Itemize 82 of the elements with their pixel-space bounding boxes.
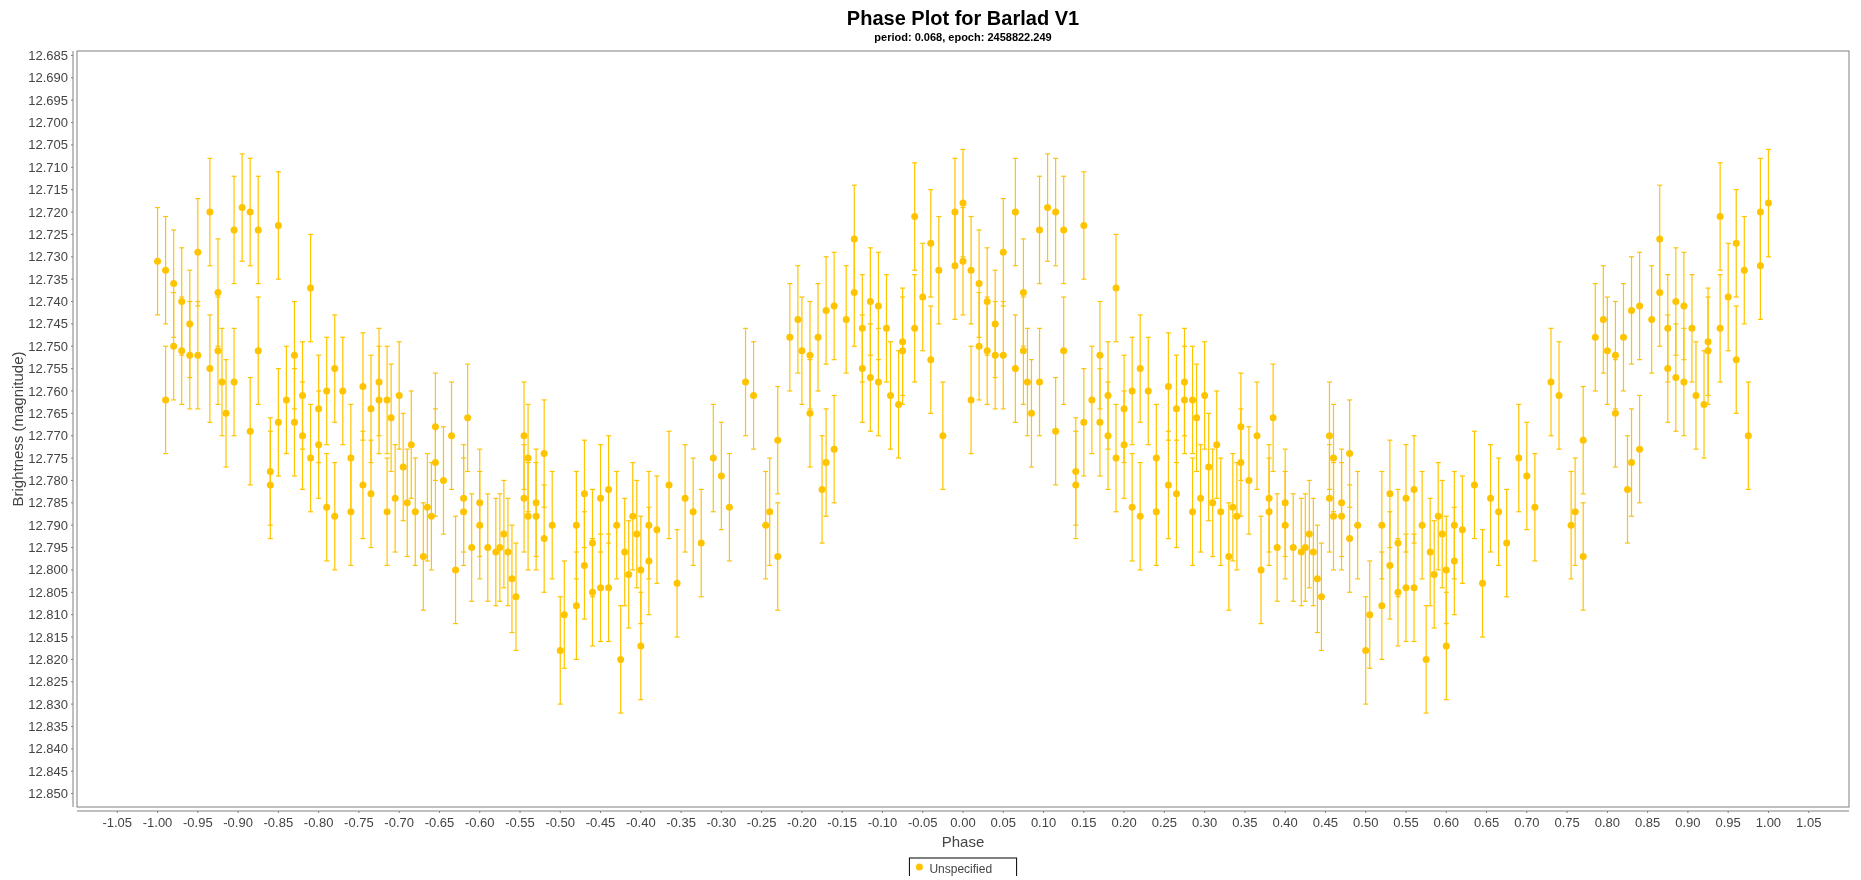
x-tick-label: -0.65	[424, 815, 455, 830]
y-tick-label: 12.725	[28, 226, 68, 242]
x-tick-label: 1.05	[1796, 815, 1822, 830]
y-tick-label: 12.685	[28, 48, 68, 64]
y-axis-title: Brightness (magnitude)	[9, 351, 26, 507]
y-tick-label: 12.755	[28, 361, 68, 377]
y-tick-label: 12.825	[28, 674, 68, 690]
y-tick-label: 12.780	[28, 472, 68, 488]
y-tick-label: 12.700	[28, 115, 68, 131]
x-tick-label: -1.05	[102, 815, 133, 830]
chart-title: Phase Plot for Barlad V1	[846, 7, 1080, 29]
y-tick-label: 12.740	[28, 294, 68, 310]
y-tick-label: 12.790	[28, 517, 68, 533]
chart-subtitle: period: 0.068, epoch: 2458822.249	[874, 31, 1052, 43]
y-tick-label: 12.715	[28, 182, 68, 198]
x-tick-label: 0.30	[1191, 815, 1218, 830]
legend-label: Unspecified	[929, 861, 993, 876]
y-tick-label: 12.850	[28, 786, 68, 802]
x-tick-label: 0.75	[1554, 815, 1580, 830]
y-tick-label: 12.810	[28, 607, 68, 623]
x-tick-label: 0.60	[1433, 815, 1459, 830]
x-tick-label: -0.95	[183, 815, 213, 830]
x-tick-label: -0.85	[263, 815, 294, 830]
x-tick-label: 0.65	[1473, 815, 1500, 830]
x-tick-label: -0.90	[223, 815, 253, 830]
y-tick-label: 12.760	[28, 383, 68, 399]
y-tick-label: 12.750	[28, 338, 68, 354]
x-tick-label: -0.10	[867, 815, 898, 830]
x-tick-label: -0.50	[545, 815, 576, 830]
x-tick-label: 0.45	[1312, 815, 1339, 830]
x-tick-label: -0.35	[666, 815, 696, 830]
x-tick-label: -0.60	[464, 815, 495, 830]
x-tick-label: 0.25	[1151, 815, 1178, 830]
y-tick-label: 12.805	[28, 584, 68, 600]
x-tick-label: -0.80	[303, 815, 334, 830]
x-tick-label: 0.20	[1111, 815, 1137, 830]
y-tick-label: 12.710	[28, 159, 68, 175]
x-tick-label: 0.80	[1594, 815, 1621, 830]
x-tick-label: 0.35	[1232, 815, 1258, 830]
x-tick-label: 0.05	[990, 815, 1016, 830]
y-tick-label: 12.775	[28, 450, 68, 466]
x-axis-title: Phase	[941, 833, 985, 850]
x-tick-label: -0.70	[384, 815, 414, 830]
y-tick-label: 12.745	[28, 316, 68, 332]
x-tick-label: 0.95	[1715, 815, 1741, 830]
x-tick-label: -0.45	[585, 815, 616, 830]
x-tick-label: 0.00	[950, 815, 976, 830]
y-tick-label: 12.820	[28, 651, 68, 667]
x-tick-label: 0.55	[1393, 815, 1419, 830]
y-tick-label: 12.690	[28, 70, 68, 86]
y-tick-label: 12.785	[28, 495, 68, 511]
y-tick-label: 12.765	[28, 405, 68, 421]
x-tick-label: -0.20	[787, 815, 817, 830]
x-tick-label: -0.40	[626, 815, 656, 830]
x-tick-label: -0.25	[746, 815, 777, 830]
x-tick-label: -0.55	[505, 815, 535, 830]
y-tick-label: 12.815	[28, 629, 68, 645]
x-tick-label: -0.30	[706, 815, 737, 830]
y-tick-label: 12.705	[28, 137, 68, 153]
x-tick-label: -1.00	[142, 815, 173, 830]
x-tick-label: 0.50	[1353, 815, 1379, 830]
y-tick-label: 12.730	[28, 249, 68, 265]
x-tick-label: 0.40	[1272, 815, 1298, 830]
x-tick-label: -0.15	[827, 815, 857, 830]
x-tick-label: 0.10	[1030, 815, 1057, 830]
y-tick-label: 12.695	[28, 92, 68, 108]
y-tick-label: 12.795	[28, 540, 68, 556]
y-tick-label: 12.770	[28, 428, 68, 444]
y-tick-label: 12.830	[28, 696, 68, 712]
x-tick-label: 1.00	[1755, 815, 1782, 830]
y-tick-label: 12.800	[28, 562, 68, 578]
x-tick-label: 0.90	[1675, 815, 1701, 830]
y-tick-label: 12.835	[28, 719, 68, 735]
y-tick-label: 12.720	[28, 204, 68, 220]
y-tick-label: 12.845	[28, 763, 68, 779]
x-tick-label: 0.15	[1071, 815, 1097, 830]
x-tick-label: -0.75	[344, 815, 374, 830]
x-tick-label: 0.85	[1634, 815, 1661, 830]
y-tick-label: 12.735	[28, 271, 68, 287]
y-tick-label: 12.840	[28, 741, 68, 757]
x-tick-label: 0.70	[1514, 815, 1540, 830]
x-tick-label: -0.05	[907, 815, 938, 830]
